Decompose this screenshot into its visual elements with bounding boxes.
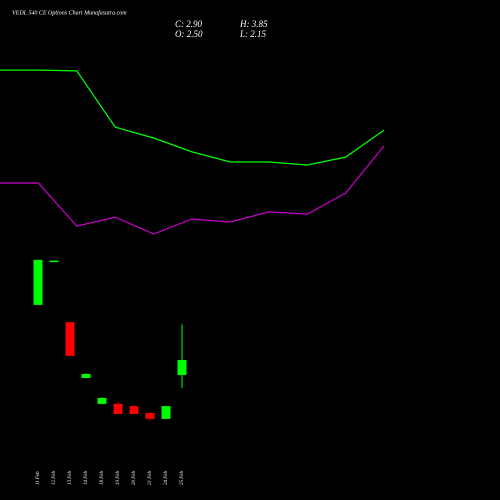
x-tick-label: 19 Feb: [116, 470, 121, 485]
candle-body: [129, 406, 139, 414]
candle-body: [33, 259, 43, 305]
x-tick-label: 12 Feb: [52, 470, 57, 485]
candle-body: [161, 406, 171, 419]
close-label: C: 2.90: [175, 19, 203, 29]
x-tick-label: 11 Feb: [36, 471, 41, 485]
low-label: L: 2.15: [239, 29, 267, 39]
open-label: O: 2.50: [175, 29, 203, 39]
candle-body: [97, 397, 107, 404]
x-tick-label: 20 Feb: [132, 470, 137, 485]
high-label: H: 3.85: [239, 19, 268, 29]
x-tick-label: 13 Feb: [68, 470, 73, 485]
line: [0, 69, 385, 166]
candle-body: [145, 412, 155, 419]
x-tick-label: 18 Feb: [100, 470, 105, 485]
candle-body: [65, 322, 75, 356]
candle-body: [49, 260, 59, 263]
x-tick-label: 24 Feb: [164, 470, 169, 485]
x-tick-label: 25 Feb: [180, 470, 185, 485]
candle-body: [113, 403, 123, 414]
x-tick-label: 21 Feb: [148, 470, 153, 485]
line: [0, 145, 385, 235]
x-tick-label: 14 Feb: [84, 470, 89, 485]
chart-title: VEDL 540 CE Options Chart Munafasutra.co…: [12, 9, 127, 16]
candle-body: [177, 360, 187, 375]
candle-body: [81, 373, 91, 378]
